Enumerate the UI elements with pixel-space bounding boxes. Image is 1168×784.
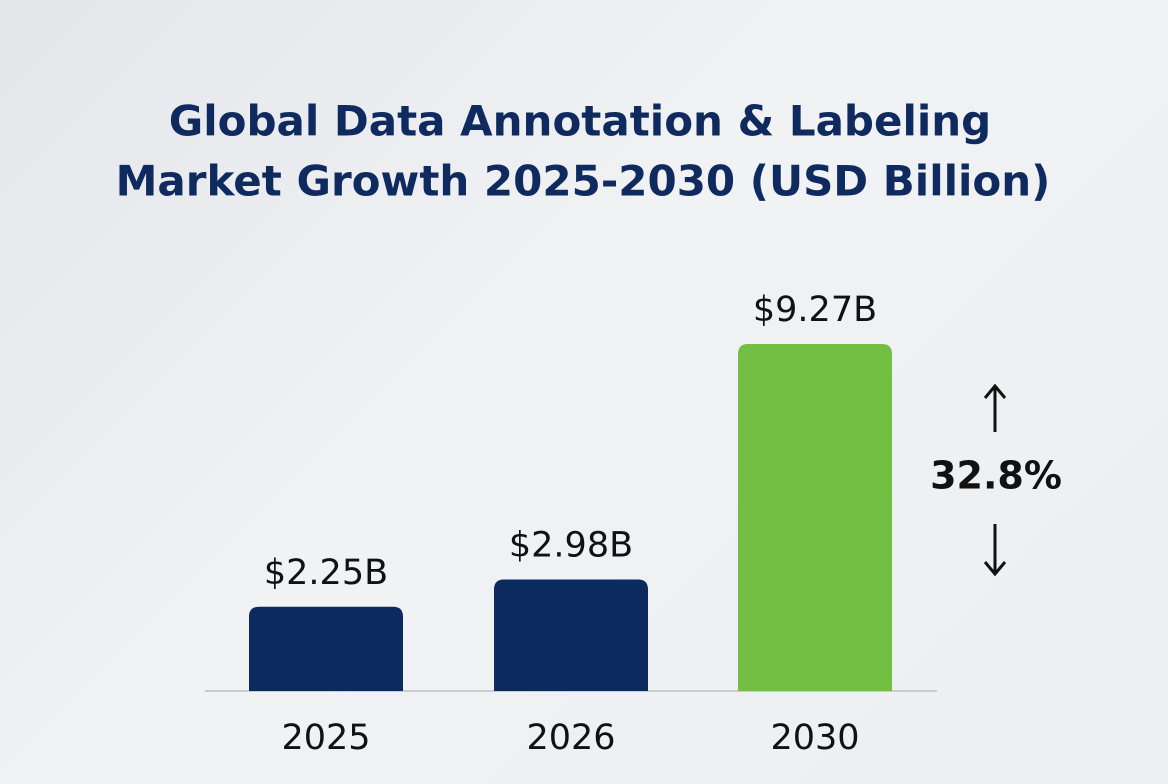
chart-title: Market Growth 2025-2030 (USD Billion) bbox=[116, 157, 1051, 206]
value-label: $2.25B bbox=[264, 553, 388, 593]
value-label: $9.27B bbox=[753, 290, 877, 330]
bar bbox=[494, 579, 648, 691]
x-tick-label: 2025 bbox=[281, 718, 370, 758]
annotation: 32.8% bbox=[930, 454, 1062, 498]
x-tick-label: 2030 bbox=[770, 718, 859, 758]
value-label: $2.98B bbox=[509, 525, 633, 565]
bar bbox=[738, 344, 892, 691]
x-tick-label: 2026 bbox=[526, 718, 615, 758]
growth-arrows bbox=[983, 383, 1007, 577]
chart-title: Global Data Annotation & Labeling bbox=[169, 97, 992, 146]
bar bbox=[249, 606, 403, 691]
